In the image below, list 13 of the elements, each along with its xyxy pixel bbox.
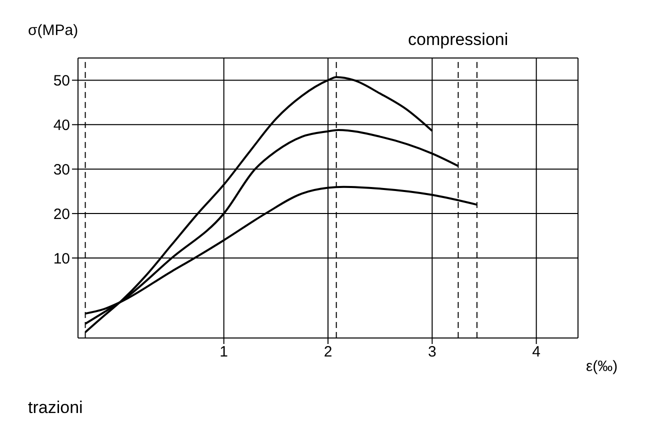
y-tick-label: 50 xyxy=(53,72,70,90)
y-tick-label: 20 xyxy=(53,206,70,223)
text: trazioni xyxy=(28,398,83,418)
x-tick-label: 1 xyxy=(220,344,228,361)
x-tick-label: 3 xyxy=(428,344,436,361)
y-axis-title: σ(MPa) xyxy=(28,22,78,39)
x-tick-label: 2 xyxy=(324,344,332,361)
y-tick-label: 40 xyxy=(53,116,70,134)
y-tick-label: 10 xyxy=(53,250,70,268)
x-axis-title: ε(‰) xyxy=(586,358,618,375)
text: compressioni xyxy=(408,30,508,50)
y-tick-label: 30 xyxy=(53,161,70,178)
x-tick-label: 4 xyxy=(532,344,541,361)
